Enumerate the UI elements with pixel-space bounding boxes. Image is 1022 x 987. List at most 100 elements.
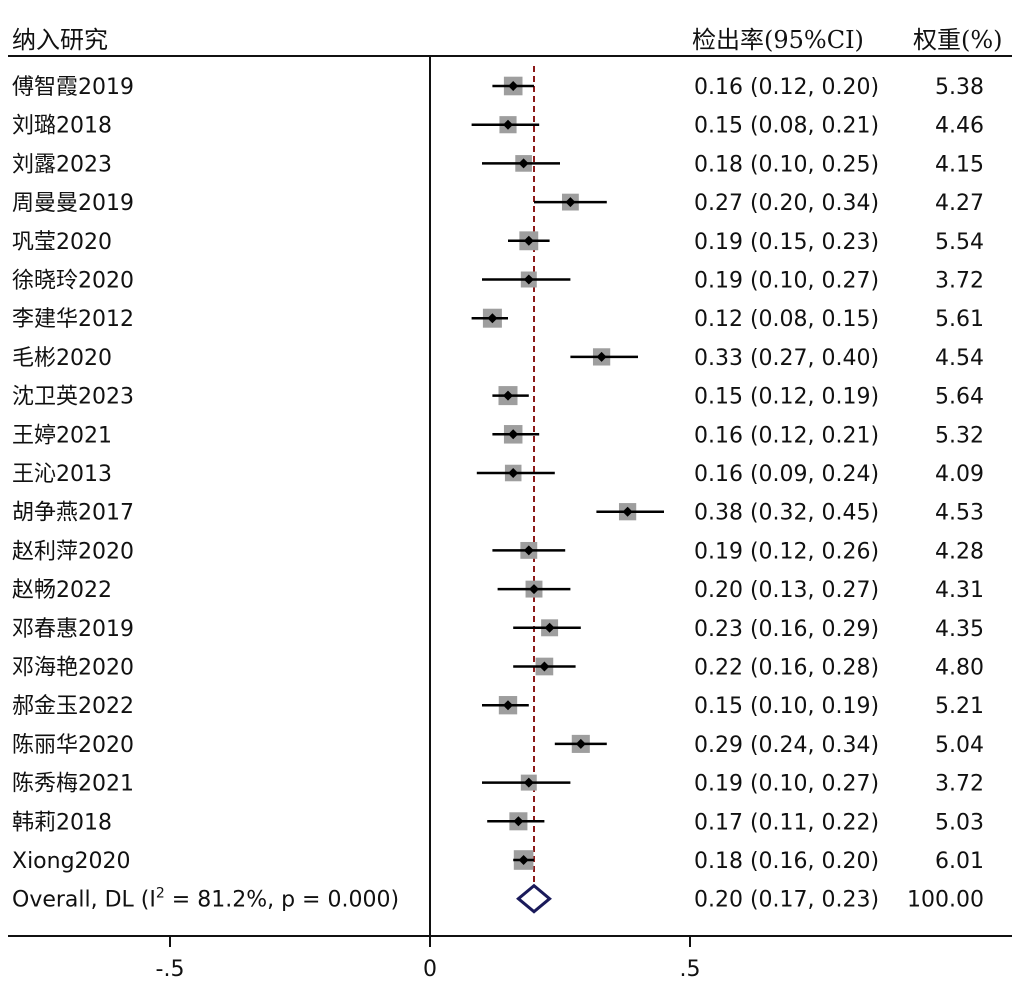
overall-ci-text: 0.20 (0.17, 0.23)	[694, 888, 879, 913]
study-row: 邓海艳2020 0.22 (0.16, 0.28) 4.80	[12, 656, 984, 681]
ci-text: 0.16 (0.12, 0.21)	[694, 423, 879, 448]
reference-lines	[429, 56, 535, 936]
point-estimate	[575, 738, 586, 749]
point-estimate	[523, 777, 534, 788]
weight-text: 4.53	[935, 501, 984, 526]
weight-text: 6.01	[935, 849, 984, 874]
ci-text: 0.19 (0.10, 0.27)	[694, 269, 879, 294]
point-estimate	[503, 700, 513, 711]
weight-text: 4.35	[935, 617, 984, 642]
ci-text: 0.19 (0.15, 0.23)	[694, 230, 879, 255]
weight-text: 4.46	[935, 114, 984, 139]
study-row: 陈丽华2020 0.29 (0.24, 0.34) 5.04	[12, 733, 984, 758]
study-label: 毛彬2020	[12, 346, 112, 371]
study-row: 刘璐2018 0.15 (0.08, 0.21) 4.46	[12, 114, 984, 139]
point-estimate	[503, 390, 513, 401]
header-study: 纳入研究	[12, 26, 108, 54]
point-estimate	[503, 119, 513, 130]
ci-text: 0.20 (0.13, 0.27)	[694, 578, 879, 603]
ci-text: 0.15 (0.10, 0.19)	[694, 694, 879, 719]
study-row: 傅智霞2019 0.16 (0.12, 0.20) 5.38	[12, 75, 984, 100]
weight-text: 3.72	[935, 772, 984, 797]
point-estimate	[518, 855, 529, 865]
ci-text: 0.18 (0.16, 0.20)	[694, 849, 879, 874]
overall-diamond	[516, 883, 552, 914]
study-label: 李建华2012	[12, 307, 134, 332]
ci-text: 0.17 (0.11, 0.22)	[694, 810, 879, 835]
x-tick-label: -.5	[156, 957, 185, 982]
study-label: 傅智霞2019	[12, 75, 134, 100]
overall-row: Overall, DL (I2 = 81.2%, p = 0.000) 0.20 …	[12, 883, 984, 914]
overall-weight-text: 100.00	[907, 888, 984, 913]
study-row: 赵利萍2020 0.19 (0.12, 0.26) 4.28	[12, 539, 984, 564]
point-estimate	[622, 506, 633, 517]
weight-text: 5.04	[935, 733, 984, 758]
study-row: 周曼曼2019 0.27 (0.20, 0.34) 4.27	[12, 191, 984, 216]
weight-text: 5.32	[935, 423, 984, 448]
study-row: 韩莉2018 0.17 (0.11, 0.22) 5.03	[12, 810, 984, 835]
study-row: Xiong2020 0.18 (0.16, 0.20) 6.01	[12, 849, 984, 874]
study-row: 王沁2013 0.16 (0.09, 0.24) 4.09	[12, 462, 984, 487]
study-label: 赵利萍2020	[12, 539, 134, 564]
weight-text: 4.15	[935, 152, 984, 177]
point-estimate	[513, 816, 524, 827]
weight-text: 5.61	[935, 307, 984, 332]
weight-text: 5.38	[935, 75, 984, 100]
study-label: 王沁2013	[12, 462, 112, 487]
study-label: 巩莹2020	[12, 230, 112, 255]
study-row: 王婷2021 0.16 (0.12, 0.21) 5.32	[12, 423, 984, 448]
ci-text: 0.19 (0.10, 0.27)	[694, 772, 879, 797]
weight-text: 3.72	[935, 269, 984, 294]
study-label: 陈丽华2020	[12, 733, 134, 758]
point-estimate	[565, 197, 576, 208]
ci-text: 0.22 (0.16, 0.28)	[694, 656, 879, 681]
point-estimate	[529, 584, 539, 595]
ci-text: 0.16 (0.12, 0.20)	[694, 75, 879, 100]
point-estimate	[487, 313, 498, 324]
study-label: 陈秀梅2021	[12, 772, 134, 797]
study-label: 沈卫英2023	[12, 385, 134, 410]
study-label: 刘璐2018	[12, 114, 112, 139]
study-label: Xiong2020	[12, 849, 131, 874]
x-tick-label: 0	[423, 957, 437, 982]
ci-text: 0.16 (0.09, 0.24)	[694, 462, 879, 487]
weight-text: 5.21	[935, 694, 984, 719]
ci-text: 0.29 (0.24, 0.34)	[694, 733, 879, 758]
study-row: 李建华2012 0.12 (0.08, 0.15) 5.61	[12, 307, 984, 332]
study-label: 郝金玉2022	[12, 694, 134, 719]
header-weight: 权重(%)	[913, 26, 1003, 54]
ci-text: 0.18 (0.10, 0.25)	[694, 152, 879, 177]
study-row: 邓春惠2019 0.23 (0.16, 0.29) 4.35	[12, 617, 984, 642]
study-label: 邓春惠2019	[12, 617, 134, 642]
study-row: 陈秀梅2021 0.19 (0.10, 0.27) 3.72	[12, 772, 984, 797]
point-estimate	[508, 468, 519, 478]
point-estimate	[508, 429, 519, 440]
study-row: 胡争燕2017 0.38 (0.32, 0.45) 4.53	[12, 501, 984, 526]
ci-text: 0.38 (0.32, 0.45)	[694, 501, 879, 526]
study-row: 郝金玉2022 0.15 (0.10, 0.19) 5.21	[12, 694, 984, 719]
ci-text: 0.12 (0.08, 0.15)	[694, 307, 879, 332]
study-label: 胡争燕2017	[12, 501, 134, 526]
study-label: 赵畅2022	[12, 578, 112, 603]
ci-text: 0.15 (0.12, 0.19)	[694, 385, 879, 410]
study-row: 巩莹2020 0.19 (0.15, 0.23) 5.54	[12, 230, 984, 255]
weight-text: 4.27	[935, 191, 984, 216]
study-label: 韩莉2018	[12, 810, 112, 835]
weight-text: 5.03	[935, 810, 984, 835]
point-estimate	[544, 622, 555, 633]
point-estimate	[523, 235, 534, 246]
x-axis: -.5 0 .5	[156, 936, 701, 982]
point-estimate	[596, 351, 607, 362]
point-estimate	[518, 158, 529, 169]
study-row: 刘露2023 0.18 (0.10, 0.25) 4.15	[12, 152, 984, 177]
study-row: 毛彬2020 0.33 (0.27, 0.40) 4.54	[12, 346, 984, 371]
overall-label: Overall, DL (I2 = 81.2%, p = 0.000)	[12, 886, 399, 913]
study-label: 刘露2023	[12, 152, 112, 177]
study-row: 徐晓玲2020 0.19 (0.10, 0.27) 3.72	[12, 269, 984, 294]
ci-text: 0.33 (0.27, 0.40)	[694, 346, 879, 371]
weight-text: 5.54	[935, 230, 984, 255]
point-estimate	[523, 274, 534, 285]
weight-text: 4.31	[935, 578, 984, 603]
point-estimate	[523, 545, 534, 556]
